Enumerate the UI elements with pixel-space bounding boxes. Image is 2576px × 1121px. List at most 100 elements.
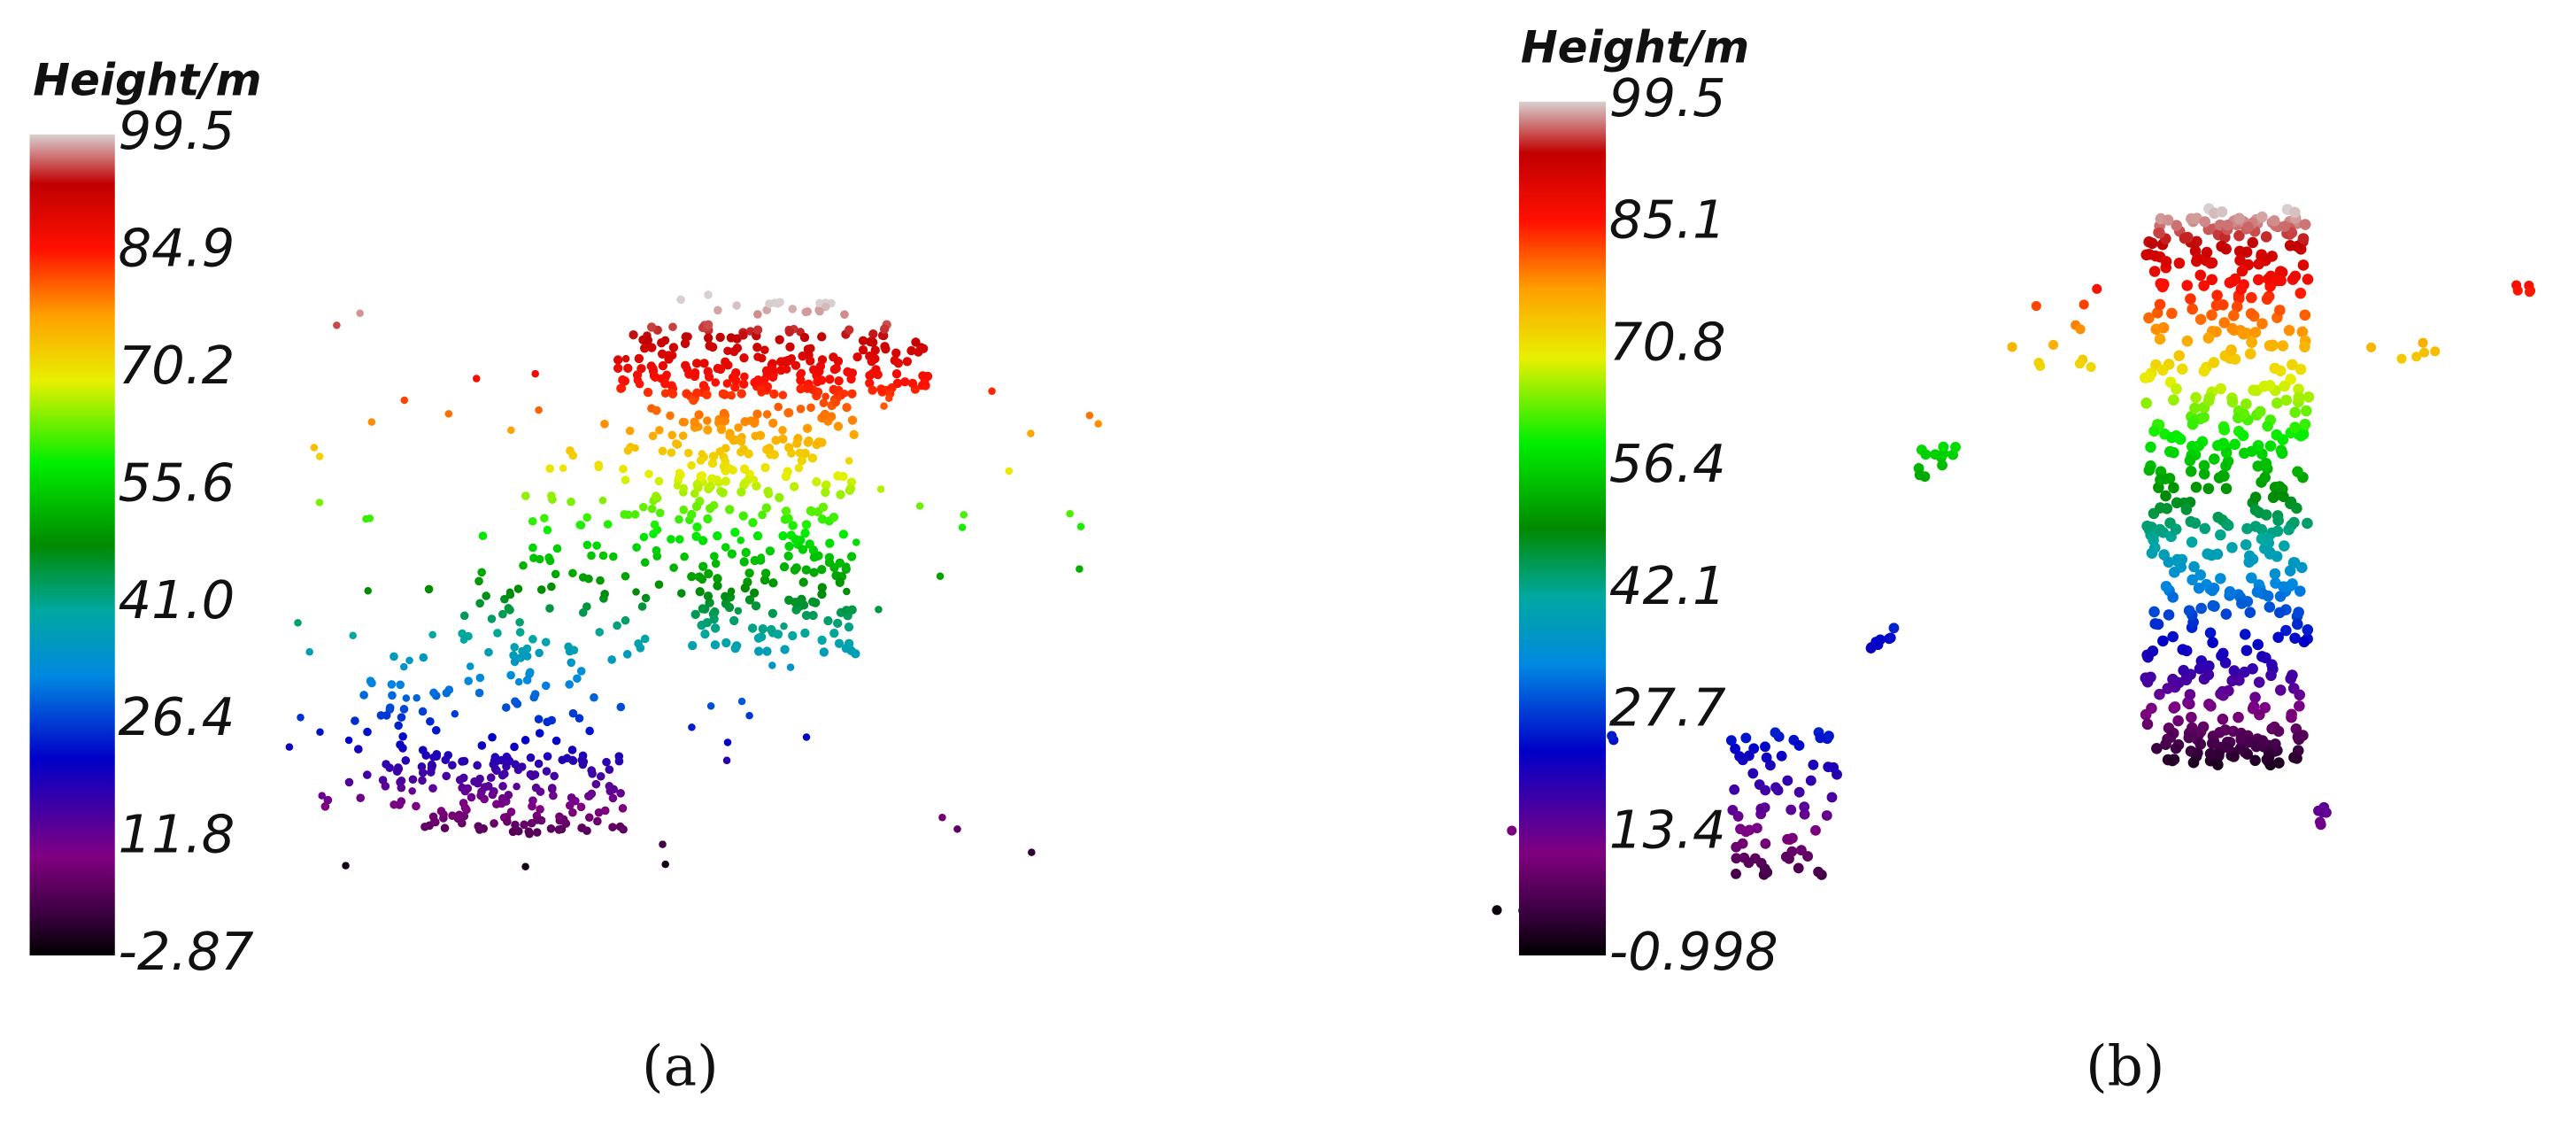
point (673, 440, 683, 449)
point (713, 531, 722, 541)
point (568, 808, 577, 817)
point (1760, 741, 1770, 753)
point (682, 389, 691, 398)
point (2512, 285, 2523, 296)
point (768, 578, 778, 588)
point (2183, 731, 2195, 744)
point (2160, 490, 2171, 502)
point (868, 329, 878, 339)
point (703, 333, 713, 343)
point (725, 429, 735, 438)
colorbar-tick-label: 56.4 (1609, 433, 1726, 494)
point (2140, 672, 2152, 684)
point (344, 736, 353, 745)
point (2259, 543, 2271, 554)
point (498, 782, 507, 791)
point (688, 723, 696, 731)
point (501, 703, 511, 712)
point (960, 511, 968, 519)
point (475, 774, 484, 784)
point (675, 535, 684, 544)
point (2252, 439, 2264, 452)
point (1761, 752, 1772, 763)
point (385, 703, 395, 713)
point (817, 589, 827, 599)
point (478, 531, 488, 541)
point (518, 646, 526, 655)
point (734, 423, 743, 432)
point (2176, 363, 2188, 375)
point (876, 485, 885, 493)
point (2251, 586, 2264, 598)
point (2294, 689, 2306, 701)
point (2271, 525, 2284, 537)
point (1823, 762, 1834, 773)
point (2146, 702, 2157, 715)
point (833, 618, 843, 629)
point (2215, 529, 2226, 541)
point (1094, 420, 1102, 428)
point (567, 658, 576, 668)
point (2240, 538, 2252, 551)
point (2167, 591, 2179, 603)
point (768, 418, 778, 429)
point (354, 745, 363, 754)
point (2246, 572, 2257, 584)
point (739, 464, 750, 474)
point (315, 452, 324, 460)
point (2289, 406, 2302, 418)
point (394, 721, 403, 731)
point (620, 510, 629, 519)
point (1755, 803, 1767, 815)
point (2218, 470, 2230, 482)
point (2163, 556, 2175, 568)
point (1888, 622, 1900, 634)
point (2269, 362, 2281, 375)
colorbar-tick-label: 41.0 (118, 569, 235, 630)
point (2184, 689, 2196, 700)
point (825, 375, 835, 384)
point (639, 344, 650, 353)
point (652, 406, 661, 415)
point (2270, 738, 2281, 750)
point (1793, 786, 1805, 798)
point (715, 447, 725, 456)
point (915, 502, 924, 510)
point (835, 577, 845, 587)
point (647, 343, 657, 352)
point (849, 429, 859, 440)
point (2141, 520, 2153, 532)
point (778, 426, 787, 435)
point (891, 348, 901, 358)
point (2255, 406, 2266, 418)
point (473, 375, 481, 383)
point (2218, 424, 2231, 436)
point (362, 770, 372, 779)
point (752, 409, 762, 419)
point (762, 646, 772, 656)
point (1826, 792, 1838, 803)
point (796, 404, 806, 414)
point (870, 345, 880, 355)
point (2216, 206, 2228, 218)
point (655, 426, 664, 435)
point (397, 776, 406, 785)
point (2396, 353, 2407, 364)
point (801, 610, 812, 621)
point (442, 771, 451, 781)
point (761, 503, 772, 513)
point (2206, 584, 2218, 597)
point (634, 639, 643, 648)
point (2143, 312, 2155, 324)
point (455, 810, 464, 820)
point (713, 475, 721, 483)
point (702, 617, 713, 628)
point (938, 813, 946, 822)
point (412, 801, 420, 811)
point (506, 670, 515, 680)
point (2264, 440, 2277, 452)
point (488, 790, 497, 800)
point (2228, 310, 2240, 321)
point (2274, 305, 2286, 316)
point (2261, 754, 2273, 765)
